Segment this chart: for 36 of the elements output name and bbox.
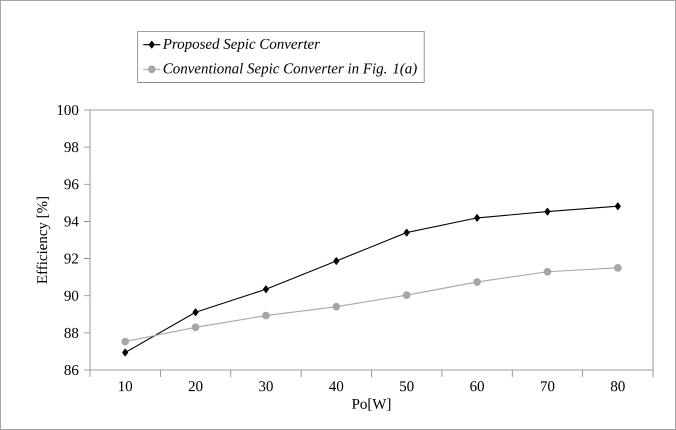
x-tick-label: 10 [119,381,132,392]
point [473,278,481,286]
point [262,285,269,294]
y-tick-label: 90 [64,290,78,301]
point [404,228,410,236]
point [544,208,550,216]
point [333,257,340,265]
x-tick-label: 40 [329,381,344,392]
x-tick-label: 70 [540,381,554,392]
point [614,264,622,272]
y-axis-title: Efficiency [%] [36,197,50,284]
x-axis-title: Po[W] [352,398,390,411]
x-tick-label: 30 [259,381,273,392]
point [121,338,130,346]
y-tick-label: 96 [64,179,78,190]
point [474,214,480,222]
point [402,291,411,300]
y-tick-label: 100 [58,104,78,116]
y-tick-label: 98 [64,142,78,152]
x-tick-label: 60 [470,381,484,392]
point [192,308,199,316]
point [122,348,128,356]
y-tick-label: 94 [64,216,79,226]
x-tick-label: 80 [610,381,625,392]
legend-label: Proposed Sepic Converter [162,38,320,52]
point [262,312,270,320]
y-tick-label: 92 [64,254,78,264]
x-tick-label: 20 [188,381,202,392]
point [544,268,552,276]
point [192,323,200,332]
point [332,302,340,311]
point [614,202,621,210]
x-tick-label: 50 [400,381,414,392]
y-tick-label: 88 [64,328,78,338]
y-tick-label: 86 [64,364,78,376]
legend-label: Conventional Sepic Converter in Fig. 1(a) [164,62,417,77]
